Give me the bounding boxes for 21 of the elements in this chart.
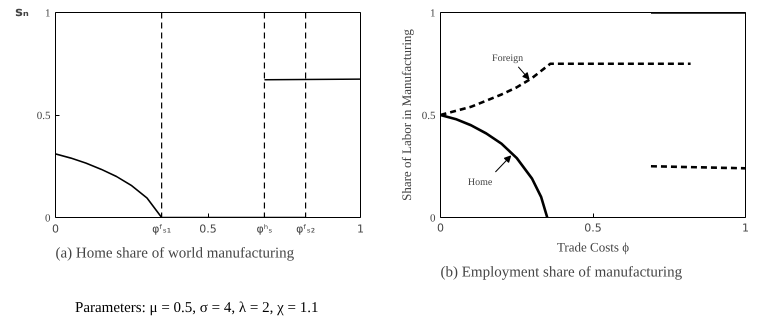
annotation: Home <box>468 177 493 188</box>
x-tick-label: 1 <box>742 222 749 234</box>
y-tick-label: 0.5 <box>422 110 436 122</box>
y-axis-title: sₙ <box>15 5 29 20</box>
y-tick-label: 1 <box>430 8 436 20</box>
y-axis-title: Share of Labor in Manufacturing <box>398 28 414 201</box>
x-tick-label: φʰₛ <box>256 222 272 236</box>
x-tick-label: 0.5 <box>199 222 217 236</box>
y-tick-label: 0.5 <box>36 110 51 122</box>
x-tick-label: φᶠₛ₂ <box>296 222 316 236</box>
x-tick-label: 1 <box>357 222 364 236</box>
x-axis-title: Trade Costs ϕ <box>556 240 630 254</box>
y-tick-label: 0 <box>45 212 51 224</box>
x-tick-label: 0.5 <box>584 222 602 234</box>
annotation: Foreign <box>492 53 524 64</box>
text: Parameters: μ = 0.5, σ = 4, λ = 2, χ = 1.1 <box>75 299 318 318</box>
text: (b) Employment share of manufacturing <box>440 264 683 280</box>
x-tick-label: φᶠₛ₁ <box>152 222 172 236</box>
y-tick-label: 1 <box>45 8 50 20</box>
y-tick-label: 0 <box>430 212 436 224</box>
text: (a) Home share of world manufacturing <box>56 246 295 262</box>
